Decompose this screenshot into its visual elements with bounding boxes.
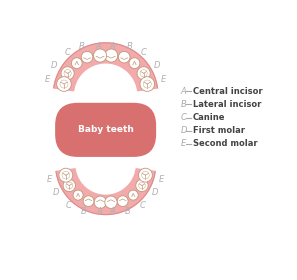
- Circle shape: [83, 196, 94, 207]
- Text: A: A: [96, 42, 102, 51]
- Circle shape: [105, 49, 118, 62]
- Text: D: D: [152, 188, 158, 197]
- Text: C: C: [141, 48, 147, 57]
- Polygon shape: [56, 169, 155, 214]
- Circle shape: [81, 51, 93, 63]
- Circle shape: [59, 168, 73, 182]
- Text: A: A: [110, 42, 115, 51]
- Text: Baby teeth: Baby teeth: [78, 125, 134, 134]
- Circle shape: [137, 67, 150, 80]
- Text: C: C: [180, 113, 186, 122]
- Text: C: C: [139, 201, 145, 210]
- Text: Canine: Canine: [193, 113, 225, 122]
- Text: D: D: [180, 126, 187, 135]
- Circle shape: [117, 196, 128, 207]
- Circle shape: [73, 190, 83, 200]
- Text: B: B: [180, 100, 186, 109]
- Text: E: E: [180, 139, 186, 148]
- Text: E: E: [161, 75, 166, 84]
- Circle shape: [138, 168, 152, 182]
- Text: D: D: [53, 188, 59, 197]
- Text: E: E: [47, 175, 53, 184]
- Text: Second molar: Second molar: [193, 139, 257, 148]
- Text: B: B: [127, 42, 132, 51]
- Text: B: B: [81, 207, 87, 216]
- Circle shape: [129, 58, 140, 69]
- Text: D: D: [51, 61, 58, 70]
- Text: B: B: [124, 207, 130, 216]
- Text: E: E: [45, 75, 50, 84]
- Text: Central incisor: Central incisor: [193, 87, 262, 96]
- Text: Lateral incisor: Lateral incisor: [193, 100, 261, 109]
- Text: A: A: [109, 207, 115, 216]
- Text: A: A: [180, 87, 186, 96]
- Circle shape: [105, 196, 117, 208]
- Circle shape: [136, 179, 148, 192]
- Polygon shape: [54, 43, 157, 91]
- Circle shape: [71, 58, 82, 69]
- Text: A: A: [96, 207, 102, 216]
- Circle shape: [63, 179, 75, 192]
- Text: D: D: [154, 61, 160, 70]
- Circle shape: [61, 67, 74, 80]
- Text: B: B: [79, 42, 85, 51]
- Circle shape: [140, 77, 155, 91]
- Circle shape: [128, 190, 138, 200]
- Text: First molar: First molar: [193, 126, 245, 135]
- Text: C: C: [66, 201, 72, 210]
- Text: E: E: [159, 175, 164, 184]
- Circle shape: [57, 77, 71, 91]
- Circle shape: [94, 196, 107, 208]
- Circle shape: [119, 51, 130, 63]
- Circle shape: [94, 49, 107, 62]
- Text: C: C: [64, 48, 70, 57]
